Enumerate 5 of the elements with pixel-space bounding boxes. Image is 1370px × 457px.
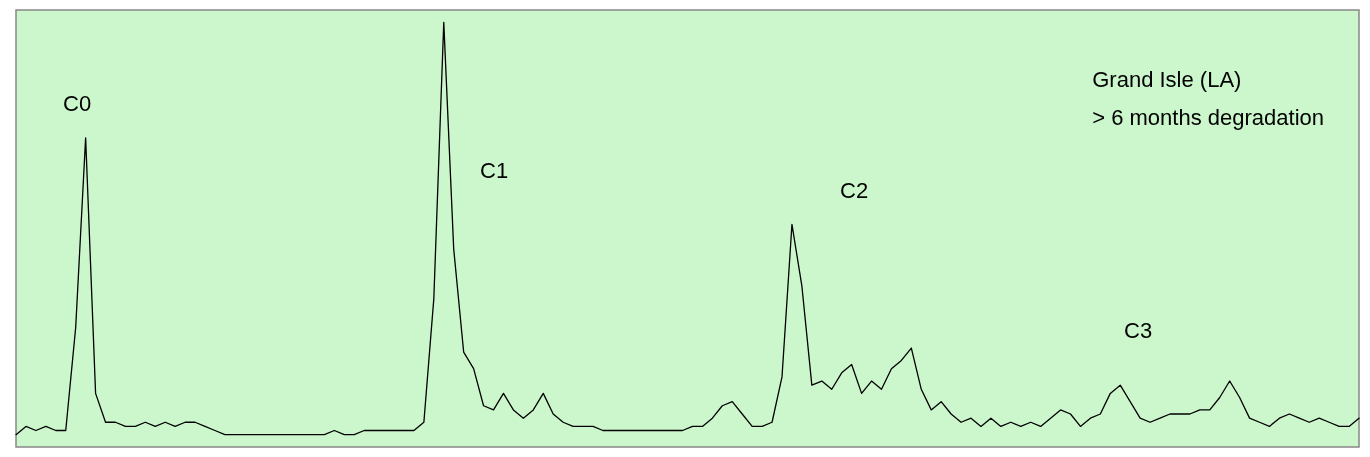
annotation: Grand Isle (LA) > 6 months degradation: [1092, 66, 1325, 130]
annotation: C0: [63, 90, 92, 116]
annotation: C1: [480, 157, 509, 183]
annotation: C2: [840, 177, 869, 203]
annotation: C3: [1124, 317, 1153, 343]
